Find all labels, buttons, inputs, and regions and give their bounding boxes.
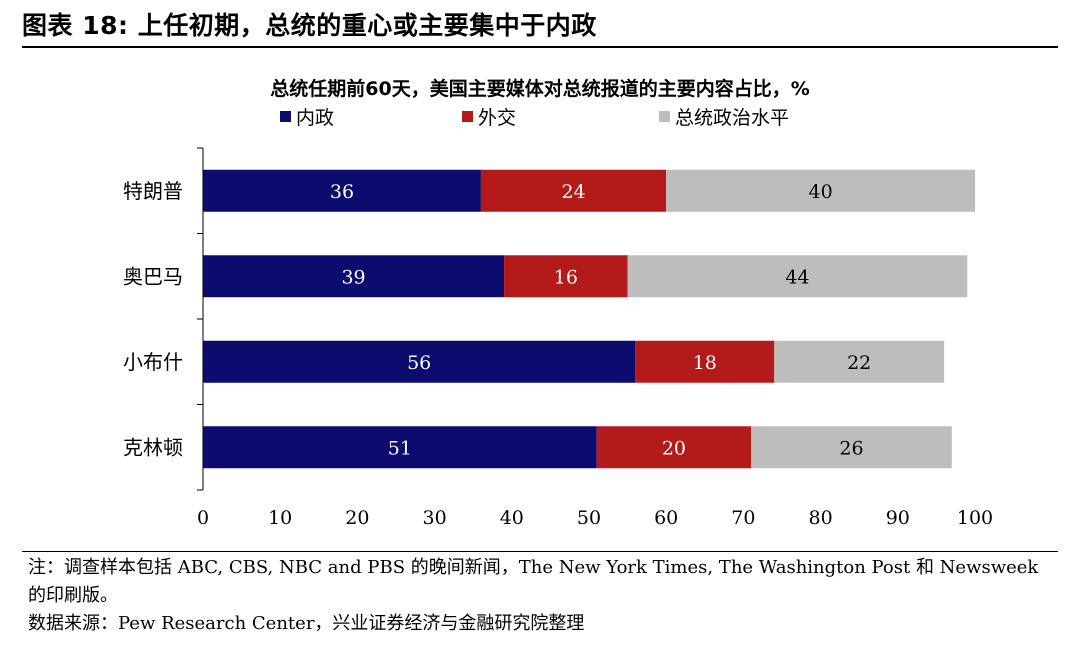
bar-segment	[627, 255, 968, 298]
source-note: 数据来源：Pew Research Center，兴业证券经济与金融研究院整理	[28, 613, 585, 634]
x-tick-label: 20	[345, 507, 369, 529]
data-label: 51	[388, 437, 412, 459]
bar-segment	[480, 169, 667, 212]
bottom-rule	[22, 551, 1058, 552]
data-label: 56	[407, 352, 431, 374]
data-label: 39	[341, 266, 365, 288]
bars-group: 36 24 40 39 16 44 56 18 22 51 20 26	[203, 169, 975, 469]
x-tick-label: 90	[886, 507, 910, 529]
bar-segment	[203, 255, 505, 298]
category-label: 克林顿	[123, 435, 183, 459]
legend-swatch	[659, 111, 670, 122]
stacked-bar-chart: 内政 外交 总统政治水平 36 24 40 39 16 44 56 18 22 51 20 26 特朗普奥…	[123, 107, 993, 529]
data-label: 20	[662, 437, 686, 459]
x-tick-label: 50	[577, 507, 601, 529]
legend-label: 外交	[478, 107, 516, 129]
bar-segment	[635, 340, 775, 383]
x-tick-label: 40	[500, 507, 524, 529]
data-label: 26	[839, 437, 863, 459]
category-label: 奥巴马	[123, 264, 183, 288]
bar-segment	[666, 169, 975, 212]
bar-segment	[203, 340, 636, 383]
data-label: 22	[847, 352, 871, 374]
legend-label: 总统政治水平	[675, 107, 789, 129]
data-label: 16	[554, 266, 578, 288]
legend-swatch	[462, 111, 473, 122]
bar-segment	[596, 426, 752, 469]
bar-segment	[203, 426, 597, 469]
x-tick-label: 70	[731, 507, 755, 529]
bar-segment	[751, 426, 952, 469]
data-label: 18	[693, 352, 717, 374]
category-label: 特朗普	[123, 179, 183, 203]
chart-title: 总统任期前60天，美国主要媒体对总统报道的主要内容占比，%	[270, 78, 810, 100]
bar-segment	[504, 255, 628, 298]
x-tick-label: 60	[654, 507, 678, 529]
x-tick-label: 10	[268, 507, 292, 529]
data-label: 24	[561, 181, 585, 203]
top-rule	[22, 46, 1058, 48]
figure-title: 图表 18: 上任初期，总统的重心或主要集中于内政	[22, 11, 597, 40]
x-tick-label: 100	[957, 507, 993, 529]
data-label: 44	[785, 266, 809, 288]
x-tick-label: 0	[197, 507, 209, 529]
legend: 内政 外交 总统政治水平	[280, 107, 789, 129]
data-label: 40	[809, 181, 833, 203]
x-tick-label: 80	[809, 507, 833, 529]
bar-segment	[203, 169, 481, 212]
footnote: 注：调查样本包括 ABC, CBS, NBC and PBS 的晚间新闻，The…	[28, 557, 1039, 606]
legend-label: 内政	[296, 107, 334, 129]
data-label: 36	[330, 181, 354, 203]
legend-swatch	[280, 111, 291, 122]
bar-segment	[774, 340, 945, 383]
category-label: 小布什	[123, 350, 183, 374]
x-tick-label: 30	[423, 507, 447, 529]
